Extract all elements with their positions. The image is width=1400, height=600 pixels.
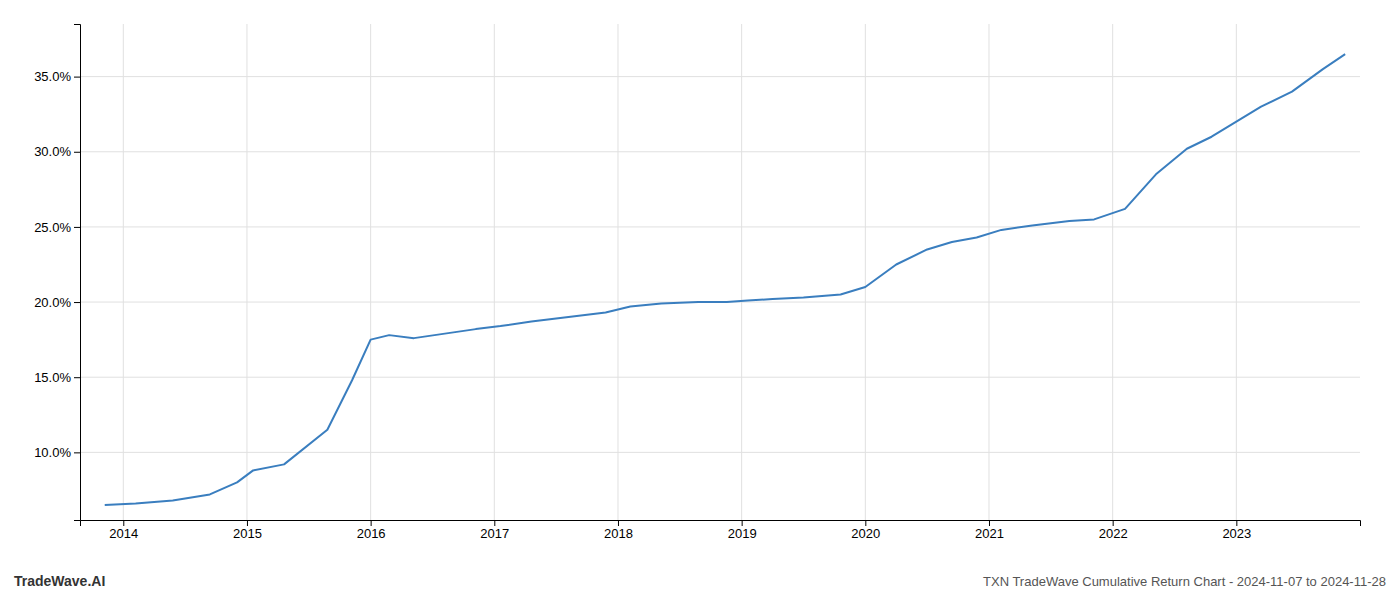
grid-line-x (1112, 24, 1113, 520)
x-tick: 2017 (480, 520, 509, 541)
y-tick-mark (74, 452, 80, 453)
y-tick-label: 30.0% (34, 144, 71, 159)
grid-line-x (494, 24, 495, 520)
y-tick-label: 25.0% (34, 220, 71, 235)
y-tick-label: 10.0% (34, 445, 71, 460)
x-tick-label: 2023 (1222, 526, 1251, 541)
x-tick-mark (865, 520, 866, 526)
y-tick-label: 20.0% (34, 295, 71, 310)
title: TXN TradeWave Cumulative Return Chart - … (983, 574, 1386, 589)
y-tick-mark (74, 227, 80, 228)
x-tick-label: 2018 (604, 526, 633, 541)
x-tick-mark (1236, 520, 1237, 526)
grid-line-y (80, 151, 1360, 152)
y-tick: 20.0% (34, 295, 80, 310)
x-tick-mark (247, 520, 248, 526)
x-axis-line (81, 521, 1361, 527)
chart: 2014 2015 2016 2017 2018 2019 2020 2021 2022 2023… (0, 0, 1400, 600)
x-tick-label: 2020 (851, 526, 880, 541)
x-tick-label: 2014 (109, 526, 138, 541)
x-tick-mark (742, 520, 743, 526)
line (105, 54, 1345, 505)
x-tick: 2022 (1099, 520, 1128, 541)
watermark: TradeWave.AI (14, 573, 105, 589)
grid-line-y (80, 452, 1360, 453)
x-tick-label: 2021 (975, 526, 1004, 541)
x-tick-mark (1113, 520, 1114, 526)
grid (80, 24, 1360, 520)
x-tick-mark (371, 520, 372, 526)
y-tick-label: 15.0% (34, 370, 71, 385)
x-tick-mark (123, 520, 124, 526)
x-tick: 2023 (1222, 520, 1251, 541)
grid-line-y (80, 377, 1360, 378)
marks (105, 54, 1345, 505)
x-tick-mark (494, 520, 495, 526)
y-tick-mark (74, 152, 80, 153)
y-tick-mark (74, 77, 80, 78)
x-tick-label: 2017 (480, 526, 509, 541)
plot-area: 2014 2015 2016 2017 2018 2019 2020 2021 2022 2023… (34, 24, 1360, 541)
y-tick: 10.0% (34, 445, 80, 460)
y-tick-label: 35.0% (34, 69, 71, 84)
y-axis-line (74, 25, 81, 521)
grid-line-x (370, 24, 371, 520)
x-axis: 2014 2015 2016 2017 2018 2019 2020 2021 2022 2023 (81, 520, 1361, 541)
x-tick-label: 2015 (233, 526, 262, 541)
grid-line-x (865, 24, 866, 520)
y-tick: 35.0% (34, 69, 80, 84)
grid-line-x (617, 24, 618, 520)
grid-line-x (123, 24, 124, 520)
x-tick: 2020 (851, 520, 880, 541)
x-tick-mark (618, 520, 619, 526)
y-axis: 10.0% 15.0% 20.0% 25.0% 30.0% 35.0% (34, 25, 80, 521)
y-tick-mark (74, 377, 80, 378)
grid-line-x (1236, 24, 1237, 520)
x-tick-label: 2016 (357, 526, 386, 541)
x-tick-mark (989, 520, 990, 526)
x-tick: 2021 (975, 520, 1004, 541)
x-tick: 2014 (109, 520, 138, 541)
y-tick-mark (74, 302, 80, 303)
x-tick: 2016 (357, 520, 386, 541)
y-tick: 30.0% (34, 144, 80, 159)
x-tick: 2019 (728, 520, 757, 541)
grid-line-x (741, 24, 742, 520)
x-tick: 2018 (604, 520, 633, 541)
x-tick-label: 2019 (728, 526, 757, 541)
grid-line-x (988, 24, 989, 520)
x-tick-label: 2022 (1099, 526, 1128, 541)
grid-line-y (80, 226, 1360, 227)
grid-line-x (246, 24, 247, 520)
x-tick: 2015 (233, 520, 262, 541)
y-tick: 25.0% (34, 220, 80, 235)
grid-line-y (80, 76, 1360, 77)
y-tick: 15.0% (34, 370, 80, 385)
